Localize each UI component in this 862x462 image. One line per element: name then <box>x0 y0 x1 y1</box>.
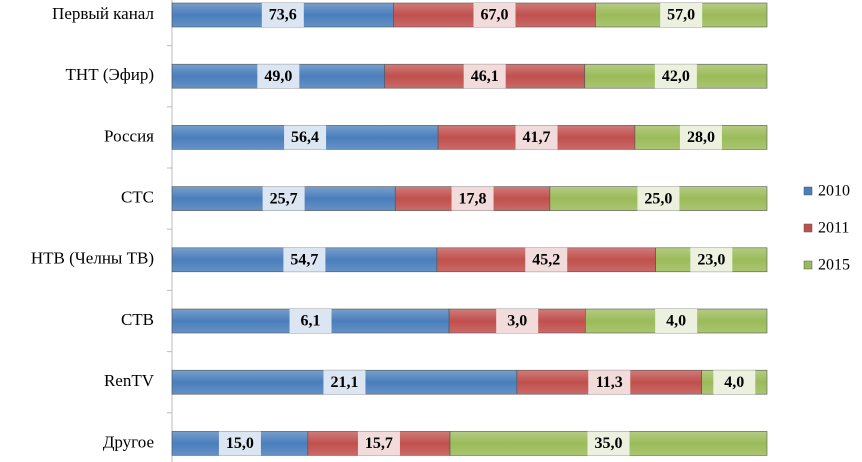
value-label-box <box>289 309 332 333</box>
value-label-box <box>690 247 733 272</box>
value-label: 17,8 <box>459 190 487 207</box>
category-label: СТВ <box>121 310 154 329</box>
category-label: НТВ (Челны ТВ) <box>31 249 154 268</box>
value-label: 73,6 <box>269 7 297 24</box>
value-label: 56,4 <box>291 129 319 146</box>
value-label: 35,0 <box>595 435 623 452</box>
value-label: 54,7 <box>290 251 318 268</box>
category-label: Россия <box>104 126 154 145</box>
value-label: 25,7 <box>270 190 298 207</box>
legend-label: 2011 <box>818 220 849 237</box>
value-label: 3,0 <box>507 313 527 330</box>
value-label-box <box>679 125 722 150</box>
value-label-box <box>357 431 400 456</box>
value-label-box <box>515 125 558 150</box>
value-label: 15,7 <box>365 435 393 452</box>
value-label-box <box>587 431 630 456</box>
value-label-box <box>284 125 327 150</box>
value-label-box <box>588 370 631 395</box>
value-label: 4,0 <box>666 313 686 330</box>
legend-label: 2010 <box>818 183 850 200</box>
value-label: 25,0 <box>644 190 672 207</box>
value-label: 23,0 <box>697 251 725 268</box>
category-label: ТНТ (Эфир) <box>66 65 154 84</box>
value-label-box <box>261 3 304 27</box>
value-label-box <box>496 309 539 333</box>
value-label: 11,3 <box>596 374 623 391</box>
category-label: RenTV <box>104 371 155 390</box>
value-label: 46,1 <box>471 68 499 85</box>
value-label: 57,0 <box>667 7 695 24</box>
value-label: 42,0 <box>662 68 690 85</box>
legend-swatch <box>803 260 813 270</box>
value-label: 6,1 <box>301 313 321 330</box>
category-label: Другое <box>103 432 154 451</box>
category-label: Первый канал <box>52 4 154 23</box>
value-label-box <box>637 186 680 211</box>
value-label-box <box>525 247 568 272</box>
value-label-box <box>283 247 326 272</box>
value-label-box <box>713 370 756 395</box>
value-label-box <box>323 370 366 395</box>
value-label-box <box>257 64 300 89</box>
value-label: 28,0 <box>687 129 715 146</box>
value-label: 15,0 <box>226 435 254 452</box>
legend-swatch <box>803 223 813 233</box>
value-label: 49,0 <box>264 68 292 85</box>
legend-swatch <box>803 186 813 196</box>
value-label: 45,2 <box>532 251 560 268</box>
value-label: 67,0 <box>480 7 508 24</box>
value-label: 21,1 <box>330 374 358 391</box>
category-label: СТС <box>121 188 154 207</box>
value-label-box <box>451 186 494 211</box>
legend-label: 2015 <box>818 257 850 274</box>
value-label: 41,7 <box>523 129 551 146</box>
value-label-box <box>262 186 305 211</box>
value-label-box <box>660 3 703 27</box>
value-label-box <box>473 3 516 27</box>
value-label-box <box>218 431 261 456</box>
value-label-box <box>655 309 698 333</box>
value-label: 4,0 <box>724 374 744 391</box>
value-label-box <box>463 64 506 89</box>
value-label-box <box>654 64 697 89</box>
